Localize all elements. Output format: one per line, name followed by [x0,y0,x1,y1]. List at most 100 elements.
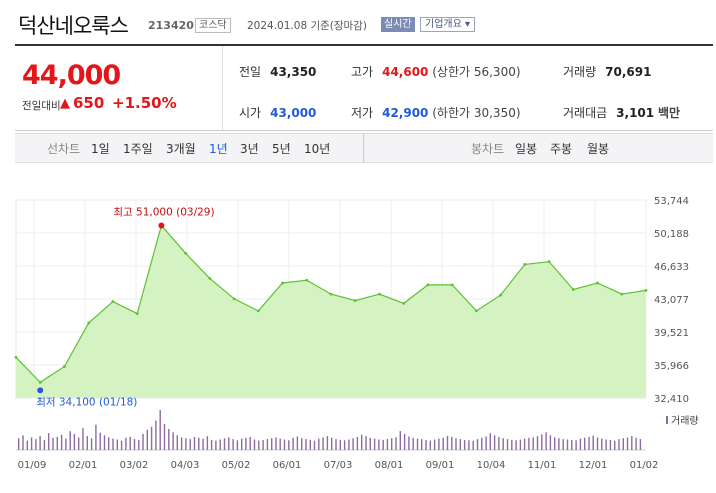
volume-bar [596,437,599,450]
volume-legend-label: 거래량 [671,415,699,427]
x-tick-label: 01/09 [18,460,47,471]
volume-bar [532,437,534,450]
volume-bar [245,437,247,450]
tab-monthly[interactable]: 월봉 [587,142,610,156]
volume-bar [241,438,243,450]
volume-bar [391,438,393,450]
price-point [402,302,406,305]
tab-1y[interactable]: 1년 [209,142,228,156]
volume-bar [373,438,376,450]
price-box: 44,000 전일대비 ▲ 650 +1.50% [15,46,222,130]
period-bar: 선차트 1일 1주일 3개월 1년 3년 5년 10년 봉차트 일봉 주봉 월봉 [15,133,713,163]
tab-10y[interactable]: 10년 [304,142,331,156]
volume-bar [279,438,281,450]
price-point [523,263,527,266]
x-tick-label: 02/01 [69,460,98,471]
volume-bar [536,436,539,450]
volume-bar [219,439,221,450]
volume-bar [361,434,363,450]
price-point [38,380,42,384]
volume-bar [82,428,84,450]
price-point [378,292,381,296]
volume-bar [206,436,209,450]
tab-daily[interactable]: 일봉 [515,142,538,156]
volume-bar [438,438,440,450]
volume-bar [322,437,324,450]
volume-bar [502,438,504,450]
volume-bar [356,436,359,450]
volume-bar [403,434,406,450]
volume-bar [43,439,46,450]
volume-bar [631,436,633,450]
volume-bar [305,439,307,450]
volume-bar [120,440,123,450]
x-tick-label: 10/04 [477,460,506,471]
market-badge: 코스닥 [195,18,231,33]
volume-bar [626,437,629,450]
volume-bar [189,439,191,450]
volume-bar [133,439,136,450]
tab-3m[interactable]: 3개월 [166,142,196,156]
volume-legend-swatch [666,416,668,424]
company-overview-button[interactable]: 기업개요 ▾ [420,17,475,32]
volume-bar [262,439,264,450]
price-point [450,283,454,287]
volume-bar [635,437,637,450]
low-annotation: 최저 34,100 (01/18) [36,396,137,408]
low-label: 저가 [351,106,374,120]
tab-weekly[interactable]: 주봉 [550,142,573,156]
tab-1w[interactable]: 1주일 [123,142,153,156]
volume-bar [412,437,414,450]
volume-label: 거래량 [563,65,597,79]
volume-bar [429,440,431,450]
x-axis-labels: 01/09 02/01 03/02 04/03 05/02 06/01 07/03 08/01… [18,460,659,471]
chart-annotations: 최고 51,000 (03/29) 최저 34,100 (01/18) [36,206,214,408]
amount-value: 3,101 [616,106,655,120]
price-point [232,297,236,301]
volume-bar [198,437,200,450]
volume-bar [95,424,97,450]
volume-bar [112,438,114,450]
volume-bar [352,438,354,450]
volume-bar [142,434,144,450]
volume-bar [193,436,196,450]
date-text: 2024.01.08 기준(장마감) [247,20,367,32]
volume-bar [18,438,20,450]
volume-bar [622,438,624,450]
volume-bar [481,437,483,450]
tab-3y[interactable]: 3년 [240,142,259,156]
volume-bar [73,434,76,450]
volume-bar [369,437,371,450]
tab-5y[interactable]: 5년 [272,142,291,156]
volume-bar [86,436,88,450]
price-point [499,293,503,297]
change-value: 650 [73,94,105,112]
volume-bar [309,439,311,450]
volume-bar [614,440,616,450]
volume-bar [60,434,63,450]
volume-bar [22,435,24,450]
volume-bar [271,438,273,450]
realtime-button[interactable]: 실시간 [381,17,415,32]
low-cell: 저가 42,900 (하한가 30,350) [351,104,521,121]
volume-bar [99,432,101,450]
tab-1d[interactable]: 1일 [91,142,110,156]
volume-bar [223,438,226,450]
stock-name: 덕산네오룩스 [18,14,129,38]
volume-bar [562,439,564,450]
prev-close-value: 43,350 [270,65,317,79]
price-point [208,276,212,280]
prev-close-label: 전일 [239,65,262,79]
prev-close-cell: 전일 43,350 [239,63,316,80]
volume-bar [592,435,594,450]
volume-bar [541,434,543,450]
volume-bar [228,437,230,450]
high-marker [158,222,165,229]
volume-bar [558,438,560,450]
volume-bar [116,439,118,450]
volume-bar [146,429,148,450]
volume-bar [455,438,457,450]
volume-value: 70,691 [605,65,652,79]
volume-bar [451,436,453,450]
open-cell: 시가 43,000 [239,104,316,121]
